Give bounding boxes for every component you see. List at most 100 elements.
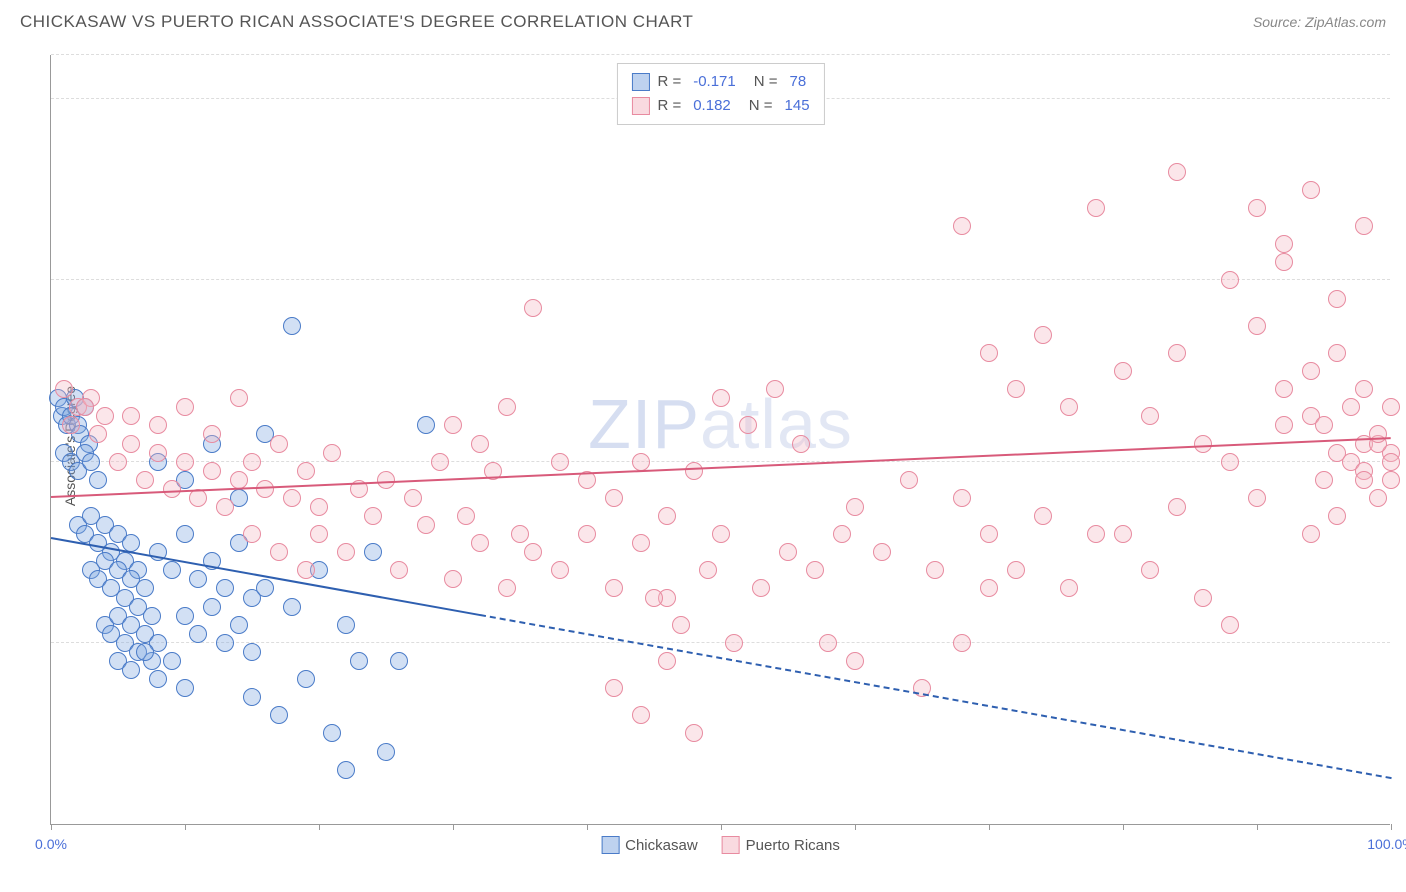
legend-swatch: [722, 836, 740, 854]
data-point: [122, 661, 140, 679]
data-point: [980, 344, 998, 362]
data-point: [645, 589, 663, 607]
data-point: [431, 453, 449, 471]
data-point: [136, 579, 154, 597]
data-point: [632, 453, 650, 471]
x-tick: [855, 824, 856, 830]
data-point: [846, 652, 864, 670]
data-point: [471, 534, 489, 552]
data-point: [1328, 507, 1346, 525]
data-point: [1382, 471, 1400, 489]
data-point: [176, 679, 194, 697]
data-point: [1221, 616, 1239, 634]
data-point: [283, 489, 301, 507]
chart-header: CHICKASAW VS PUERTO RICAN ASSOCIATE'S DE…: [0, 0, 1406, 40]
x-tick: [1257, 824, 1258, 830]
data-point: [143, 607, 161, 625]
data-point: [189, 625, 207, 643]
data-point: [498, 398, 516, 416]
data-point: [310, 525, 328, 543]
x-tick: [989, 824, 990, 830]
data-point: [203, 425, 221, 443]
data-point: [230, 616, 248, 634]
data-point: [1382, 398, 1400, 416]
chart-title: CHICKASAW VS PUERTO RICAN ASSOCIATE'S DE…: [20, 12, 693, 32]
data-point: [216, 634, 234, 652]
data-point: [1369, 425, 1387, 443]
data-point: [189, 570, 207, 588]
data-point: [1168, 163, 1186, 181]
data-point: [203, 598, 221, 616]
data-point: [404, 489, 422, 507]
data-point: [297, 670, 315, 688]
data-point: [551, 453, 569, 471]
data-point: [1034, 507, 1052, 525]
data-point: [76, 398, 94, 416]
data-point: [1302, 362, 1320, 380]
data-point: [1168, 498, 1186, 516]
data-point: [337, 616, 355, 634]
data-point: [283, 317, 301, 335]
legend-row: R =0.182N =145: [631, 94, 809, 118]
legend-n-value: 78: [790, 70, 807, 94]
data-point: [806, 561, 824, 579]
data-point: [230, 389, 248, 407]
data-point: [498, 579, 516, 597]
data-point: [685, 724, 703, 742]
data-point: [364, 543, 382, 561]
data-point: [364, 507, 382, 525]
data-point: [149, 416, 167, 434]
data-point: [1221, 453, 1239, 471]
data-point: [1328, 344, 1346, 362]
data-point: [297, 561, 315, 579]
x-tick: [319, 824, 320, 830]
data-point: [1275, 416, 1293, 434]
data-point: [511, 525, 529, 543]
data-point: [230, 471, 248, 489]
legend-row: R =-0.171N =78: [631, 70, 809, 94]
data-point: [1114, 525, 1132, 543]
legend-r-label: R =: [657, 70, 681, 94]
data-point: [712, 389, 730, 407]
data-point: [1034, 326, 1052, 344]
data-point: [672, 616, 690, 634]
data-point: [444, 416, 462, 434]
data-point: [457, 507, 475, 525]
x-tick: [587, 824, 588, 830]
data-point: [1382, 453, 1400, 471]
data-point: [89, 471, 107, 489]
x-tick: [185, 824, 186, 830]
data-point: [136, 471, 154, 489]
data-point: [1221, 271, 1239, 289]
data-point: [658, 652, 676, 670]
data-point: [377, 471, 395, 489]
data-point: [953, 634, 971, 652]
data-point: [1007, 561, 1025, 579]
data-point: [1302, 181, 1320, 199]
data-point: [444, 570, 462, 588]
data-point: [216, 579, 234, 597]
data-point: [89, 425, 107, 443]
data-point: [471, 435, 489, 453]
data-point: [243, 688, 261, 706]
data-point: [1275, 253, 1293, 271]
data-point: [873, 543, 891, 561]
data-point: [149, 670, 167, 688]
legend-r-value: -0.171: [693, 70, 736, 94]
data-point: [752, 579, 770, 597]
watermark-bold: ZIP: [588, 385, 700, 463]
data-point: [980, 525, 998, 543]
data-point: [551, 561, 569, 579]
data-point: [739, 416, 757, 434]
data-point: [55, 380, 73, 398]
data-point: [270, 435, 288, 453]
data-point: [62, 416, 80, 434]
data-point: [524, 543, 542, 561]
correlation-legend: R =-0.171N =78R =0.182N =145: [616, 63, 824, 125]
data-point: [149, 444, 167, 462]
data-point: [658, 507, 676, 525]
data-point: [1355, 217, 1373, 235]
data-point: [203, 462, 221, 480]
data-point: [1328, 290, 1346, 308]
data-point: [176, 398, 194, 416]
